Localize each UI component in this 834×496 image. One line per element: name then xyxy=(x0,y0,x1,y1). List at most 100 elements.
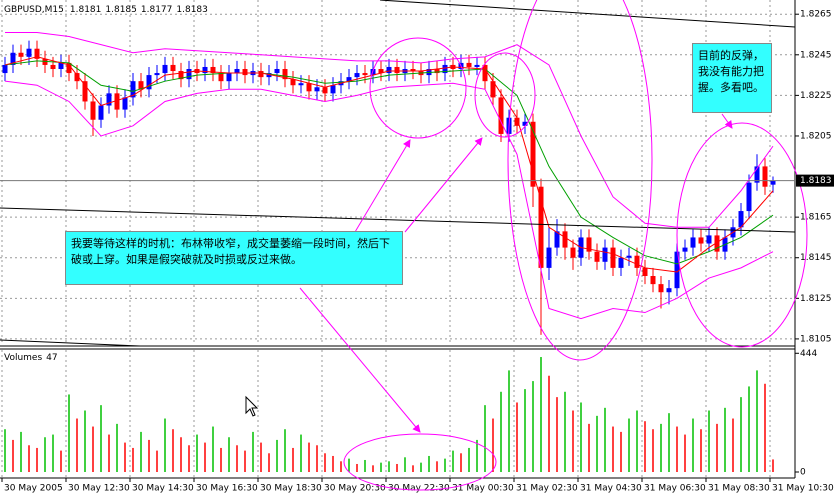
indicator-line xyxy=(4,60,774,265)
symbol: GBPUSD,M15 xyxy=(4,5,64,15)
volume-header: Volumes 47 xyxy=(4,353,58,363)
candle-body xyxy=(186,69,192,80)
candle-body xyxy=(66,62,72,74)
current-price-box xyxy=(796,174,834,187)
candle-body xyxy=(90,101,96,120)
x-tick-label: 30 May 12:30 xyxy=(68,484,130,494)
open-price: 1.8181 xyxy=(70,5,102,15)
candle-body xyxy=(658,284,664,293)
x-tick-label: 30 May 22:30 xyxy=(388,484,450,494)
y-tick-label: 0 xyxy=(800,468,806,478)
high-price: 1.8185 xyxy=(105,5,137,15)
candle-body xyxy=(378,69,384,74)
x-tick-label: 31 May 02:30 xyxy=(516,484,578,494)
candle-body xyxy=(570,247,576,258)
candle-body xyxy=(634,255,640,268)
x-tick-label: 31 May 10:30 xyxy=(772,484,834,494)
candle-body xyxy=(714,235,720,252)
candle-body xyxy=(546,247,552,268)
candle-body xyxy=(154,73,160,76)
candle-body xyxy=(682,247,688,252)
x-tick-label: 30 May 18:30 xyxy=(260,484,322,494)
ellipse xyxy=(343,433,497,491)
y-tick-label: 1.8165 xyxy=(800,213,832,223)
candle-body xyxy=(642,267,648,276)
chart-header: GBPUSD,M15 1.8181 1.8185 1.8177 1.8183 xyxy=(4,5,208,15)
volume-last: 47 xyxy=(46,353,57,363)
candle-body xyxy=(58,62,64,69)
candle-body xyxy=(474,64,480,67)
candle-body xyxy=(114,93,120,110)
candle-body xyxy=(698,237,704,244)
candle-body xyxy=(626,255,632,258)
indicator-line xyxy=(4,80,774,320)
candle-body xyxy=(770,180,776,185)
y-tick-label: 444 xyxy=(800,349,817,359)
candle-body xyxy=(706,235,712,244)
candle-body xyxy=(554,231,560,248)
close-price: 1.8183 xyxy=(176,5,208,15)
candle-body xyxy=(50,64,56,69)
x-tick-label: 30 May 14:30 xyxy=(132,484,194,494)
candle-body xyxy=(650,276,656,285)
candle-body xyxy=(202,66,208,74)
candle-body xyxy=(74,73,80,82)
y-tick-label: 1.8225 xyxy=(800,91,832,101)
candle-body xyxy=(594,251,600,262)
candle-body xyxy=(610,247,616,268)
candle-body xyxy=(442,64,448,74)
candle-body xyxy=(346,77,352,82)
x-tick-label: 31 May 08:30 xyxy=(708,484,770,494)
y-tick-label: 1.8125 xyxy=(800,294,832,304)
x-tick-label: 31 May 00:30 xyxy=(452,484,514,494)
arrow xyxy=(721,113,733,129)
candle-body xyxy=(258,71,264,78)
candle-body xyxy=(362,73,368,76)
trend-line xyxy=(0,339,141,347)
candle-body xyxy=(18,52,24,57)
y-tick-label: 1.8205 xyxy=(800,131,832,141)
candle-body xyxy=(242,69,248,76)
candle-body xyxy=(146,75,152,90)
arrow xyxy=(354,139,411,233)
candle-body xyxy=(386,66,392,74)
candle-body xyxy=(314,87,320,92)
x-tick-label: 30 May 2005 xyxy=(4,484,63,494)
candle-body xyxy=(178,71,184,80)
trend-line xyxy=(379,0,796,28)
x-tick-label: 30 May 16:30 xyxy=(196,484,258,494)
ellipse xyxy=(507,0,653,361)
candle-body xyxy=(426,69,432,76)
candle-body xyxy=(522,121,528,126)
candle-body xyxy=(586,237,592,252)
candle-body xyxy=(34,48,40,59)
candle-body xyxy=(226,73,232,82)
candle-body xyxy=(490,81,496,98)
indicator-line xyxy=(5,31,774,228)
candle-body xyxy=(2,64,8,74)
candle-body xyxy=(322,87,328,94)
ellipse xyxy=(369,37,467,139)
low-price: 1.8177 xyxy=(141,5,173,15)
x-tick-label: 31 May 04:30 xyxy=(580,484,642,494)
candle-body xyxy=(170,64,176,72)
arrow xyxy=(404,137,483,233)
candle-body xyxy=(138,81,144,90)
candle-body xyxy=(106,93,112,106)
candle-body xyxy=(282,69,288,80)
candle-body xyxy=(210,66,216,74)
candle-body xyxy=(562,231,568,248)
x-tick-label: 31 May 06:30 xyxy=(644,484,706,494)
candle-body xyxy=(26,48,32,57)
candle-body xyxy=(498,97,504,134)
annotation: 我要等待这样的时机：布林带收窄，成交量萎缩一段时间，然后下破或上穿。如果是假突破… xyxy=(65,231,403,285)
y-tick-label: 1.8145 xyxy=(800,253,832,263)
candle-body xyxy=(482,64,488,82)
annotation: 目前的反弹，我没有能力把握。多看吧。 xyxy=(692,43,772,113)
candle-body xyxy=(218,73,224,82)
y-tick-label: 1.8105 xyxy=(800,334,832,344)
y-tick-label: 1.8265 xyxy=(800,10,832,20)
candle-body xyxy=(738,211,744,228)
